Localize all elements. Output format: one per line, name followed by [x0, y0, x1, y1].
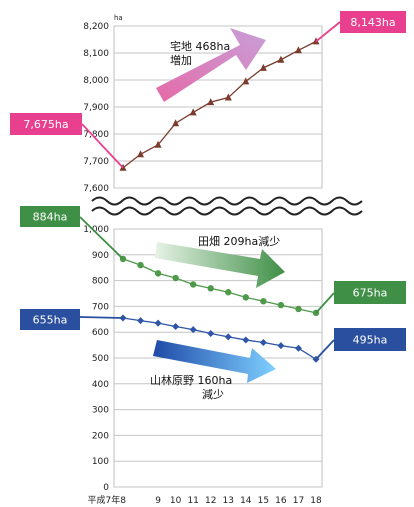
upper-panel-ytick-label: 8,100 [83, 49, 109, 59]
annotations-layer: 7,675ha 8,143ha 884ha 675ha 655ha 495ha 宅地 468… [10, 11, 406, 401]
farmland-point [172, 274, 179, 282]
upper-panel-ytick-label: 8,000 [83, 76, 109, 86]
lower-panel-ytick-label: 100 [92, 457, 109, 467]
farmland-point [154, 270, 162, 277]
forest-change-note: 減少 [202, 387, 224, 401]
farmland_end-callout-label: 675ha [353, 287, 388, 300]
residential_start-callout-label: 7,675ha [23, 118, 68, 131]
residential-change-note: 増加 [170, 54, 192, 67]
residential_end-leader-line [315, 21, 341, 43]
x-tick-label: 10 [170, 496, 182, 506]
forest-point [137, 317, 145, 325]
forest-point [242, 336, 250, 344]
lower-panel-ytick-label: 200 [92, 431, 109, 441]
farmland-point [225, 289, 232, 296]
residential-point [224, 93, 232, 101]
farmland_start-leader-line [79, 216, 124, 260]
lower-panel-ytick-label: 600 [92, 328, 109, 338]
residential_end-callout-label: 8,143ha [350, 16, 395, 29]
farmland-point [277, 301, 285, 309]
upper-panel-ytick-label: 7,800 [83, 130, 109, 140]
lower-panel-ytick-label: 800 [92, 277, 109, 287]
residential-point [277, 55, 285, 63]
residential-point [259, 63, 267, 71]
forest_start-callout-box [20, 309, 80, 330]
forest-point [189, 326, 197, 334]
residential-point [207, 98, 215, 106]
forest-point [294, 344, 302, 352]
x-tick-label: 16 [275, 496, 287, 506]
x-tick-label: 14 [240, 496, 252, 506]
forest-point [277, 342, 285, 350]
residential-line [122, 40, 317, 169]
forest-point [154, 319, 162, 327]
lower-panel-ytick-label: 1,000 [83, 225, 109, 235]
farmland_start-callout-label: 884ha [33, 211, 68, 224]
x-tick-label: 13 [223, 496, 234, 506]
forest_end-callout-box [334, 328, 406, 351]
residential-trend-arrow [156, 28, 266, 102]
residential_start-leader-line [81, 123, 124, 169]
x-tick-label: 9 [155, 496, 161, 506]
farmland-point [295, 305, 302, 313]
x-tick-label: 18 [310, 496, 322, 506]
forest_end-leader-line [315, 339, 335, 360]
farmland-point [242, 294, 250, 301]
x-tick-label: 15 [258, 496, 269, 506]
lower-panel-ytick-label: 500 [92, 354, 109, 364]
upper-panel-ytick-label: 7,600 [83, 184, 109, 194]
axis-break [88, 194, 363, 218]
upper-panel-ytick-label: 7,700 [83, 157, 109, 167]
forest-change-note: 山林原野 160ha [150, 373, 232, 387]
farmland-trend-arrow [155, 242, 285, 288]
residential_start-callout-box [10, 113, 82, 135]
x-tick-label: 17 [293, 496, 304, 506]
forest-point [224, 333, 232, 341]
axis-break-line [91, 206, 363, 216]
axis-break-line [91, 196, 363, 206]
farmland-change-note: 田畑 209ha減少 [198, 234, 280, 248]
farmland-point [189, 281, 197, 288]
upper-panel-ytick-label: 7,900 [83, 103, 109, 113]
upper-panel-ytick-label: 8,200 [83, 22, 109, 32]
farmland-point [207, 285, 214, 292]
farmland-point [260, 298, 267, 305]
farmland-point [137, 261, 144, 269]
farmland_end-callout-box [334, 281, 406, 304]
forest-point [207, 329, 215, 337]
residential-point [189, 108, 197, 116]
x-tick-label: 12 [205, 496, 216, 506]
x-tick-label: 平成7年8 [88, 494, 127, 506]
forest-trend-arrow [153, 340, 276, 383]
residential_end-callout-box [340, 11, 406, 33]
unit-label: ha [114, 14, 123, 22]
forest-point [259, 339, 267, 347]
residential-change-note: 宅地 468ha [170, 39, 230, 53]
forest_start-callout-label: 655ha [33, 314, 68, 327]
lower-panel-ytick-label: 400 [92, 380, 109, 390]
lower-panel-ytick-label: 0 [103, 483, 109, 493]
farmland_end-leader-line [315, 292, 335, 314]
upper-panel: 7,600 7,700 7,800 7,900 8,000 8,100 8,200 ha [83, 14, 323, 194]
x-tick-label: 11 [187, 496, 198, 506]
residential-point [294, 46, 302, 54]
lower-panel-ytick-label: 300 [92, 406, 109, 416]
lower-panel-ytick-label: 700 [92, 302, 109, 312]
residential-point [154, 140, 162, 148]
forest_end-callout-label: 495ha [353, 334, 388, 347]
residential-point [172, 119, 180, 127]
forest_start-leader-line [79, 316, 124, 319]
residential-point [242, 77, 250, 85]
forest-point [172, 323, 180, 331]
farmland_start-callout-box [20, 206, 80, 227]
residential-point [137, 150, 145, 158]
lower-panel-ytick-label: 900 [92, 251, 109, 261]
